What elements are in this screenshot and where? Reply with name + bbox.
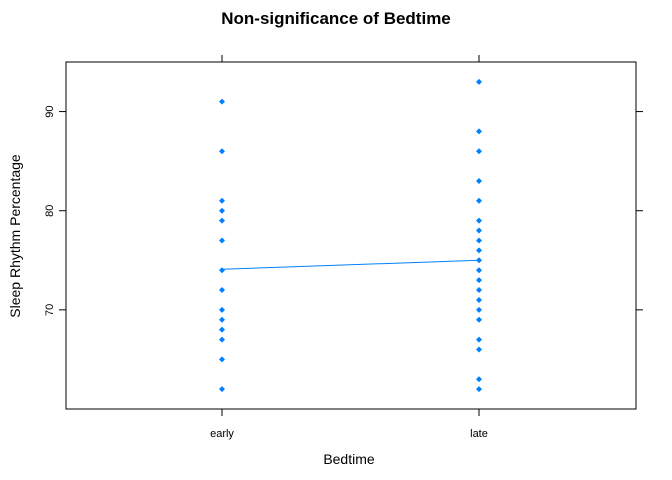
y-tick-label: 70 — [44, 304, 56, 316]
data-point-late — [476, 316, 482, 323]
x-axis-label: Bedtime — [323, 451, 375, 467]
data-point-late — [476, 148, 482, 155]
data-point-late — [476, 227, 482, 234]
y-axis: 70 80 90 — [44, 105, 643, 316]
data-point-late — [476, 247, 482, 254]
data-point-early — [219, 306, 225, 313]
data-point-late — [476, 287, 482, 294]
chart-title: Non-significance of Bedtime — [221, 9, 451, 28]
data-point-early — [219, 336, 225, 343]
data-point-early — [219, 267, 225, 274]
data-point-late — [476, 78, 482, 85]
data-point-early — [219, 356, 225, 363]
x-tick-label-early: early — [210, 428, 234, 440]
data-point-late — [476, 296, 482, 303]
data-point-late — [476, 336, 482, 343]
mean-line-layer — [221, 259, 480, 270]
data-point-late — [476, 267, 482, 274]
data-point-late — [476, 257, 482, 264]
data-point-early — [219, 386, 225, 393]
data-point-late — [476, 277, 482, 284]
data-point-early — [219, 316, 225, 323]
plot-frame — [65, 61, 637, 410]
data-point-late — [476, 197, 482, 204]
data-point-early — [219, 287, 225, 294]
data-point-early — [219, 237, 225, 244]
data-point-early — [219, 98, 225, 105]
data-point-late — [476, 386, 482, 393]
data-point-late — [476, 346, 482, 353]
data-point-early — [219, 217, 225, 224]
points-layer — [219, 78, 482, 393]
data-point-early — [219, 326, 225, 333]
data-point-early — [219, 207, 225, 214]
data-point-late — [476, 306, 482, 313]
data-point-late — [476, 217, 482, 224]
data-point-late — [476, 237, 482, 244]
y-axis-label: Sleep Rhythm Percentage — [7, 154, 23, 318]
x-axis: early late — [210, 55, 488, 440]
data-point-late — [476, 128, 482, 135]
mean-line — [221, 259, 480, 270]
y-tick-label: 80 — [44, 205, 56, 217]
data-point-late — [476, 177, 482, 184]
data-point-early — [219, 197, 225, 204]
x-tick-label-late: late — [470, 428, 488, 440]
y-tick-label: 90 — [44, 105, 56, 117]
data-point-early — [219, 148, 225, 155]
data-point-late — [476, 376, 482, 383]
